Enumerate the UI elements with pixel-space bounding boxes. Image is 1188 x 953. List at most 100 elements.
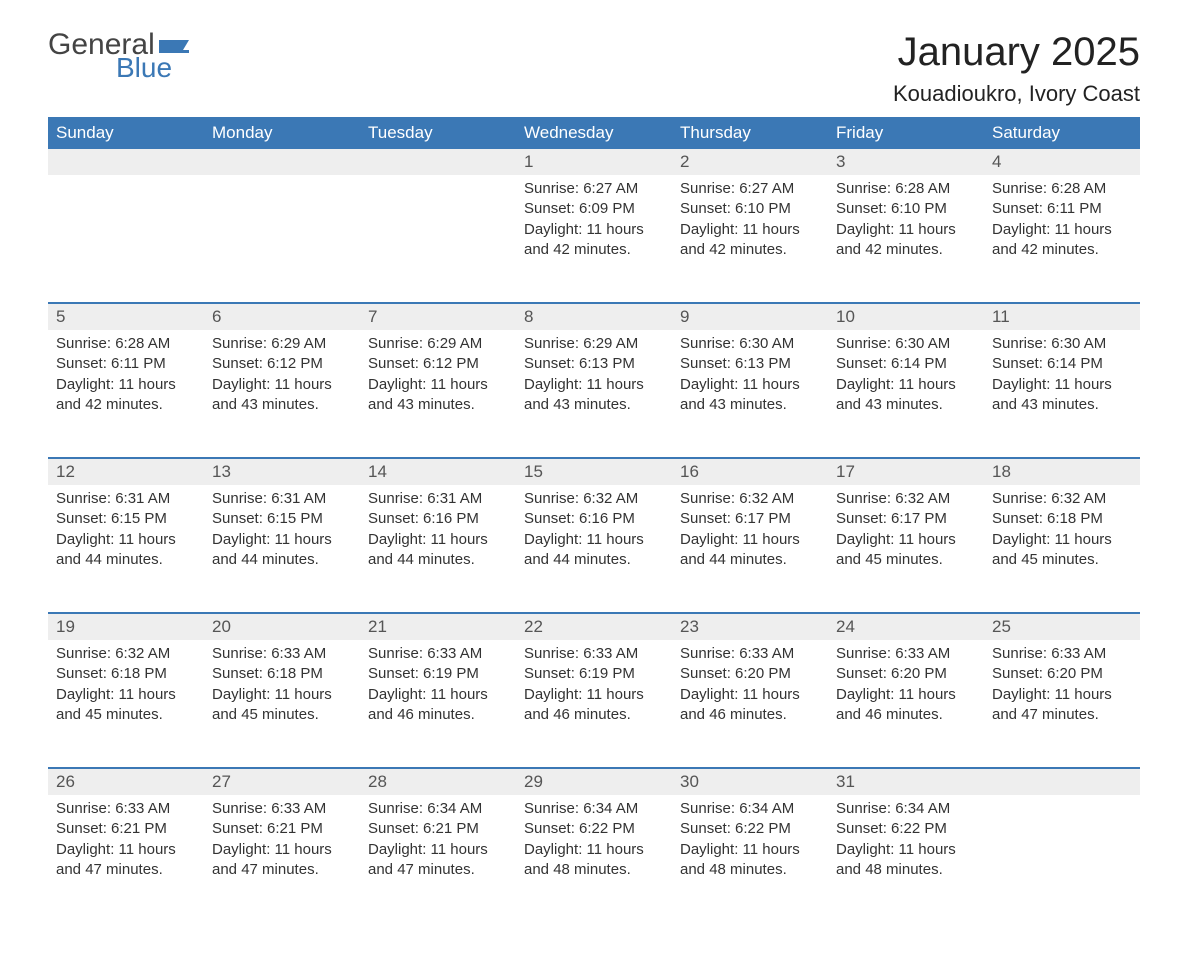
daylight-line: Daylight: 11 hours and 47 minutes. — [56, 840, 196, 881]
day-content-cell: Sunrise: 6:33 AMSunset: 6:19 PMDaylight:… — [516, 640, 672, 768]
day-content-cell: Sunrise: 6:34 AMSunset: 6:21 PMDaylight:… — [360, 795, 516, 923]
day-number-cell: 28 — [360, 768, 516, 795]
sunrise-line: Sunrise: 6:32 AM — [524, 489, 664, 509]
calendar-table: Sunday Monday Tuesday Wednesday Thursday… — [48, 117, 1140, 923]
day-content-row: Sunrise: 6:31 AMSunset: 6:15 PMDaylight:… — [48, 485, 1140, 613]
sunrise-line: Sunrise: 6:29 AM — [212, 334, 352, 354]
sunrise-line: Sunrise: 6:30 AM — [680, 334, 820, 354]
weekday-header: Saturday — [984, 117, 1140, 149]
sunset-line: Sunset: 6:18 PM — [992, 509, 1132, 529]
sunrise-line: Sunrise: 6:28 AM — [56, 334, 196, 354]
sunrise-line: Sunrise: 6:31 AM — [56, 489, 196, 509]
sunset-line: Sunset: 6:19 PM — [524, 664, 664, 684]
day-number-cell: 19 — [48, 613, 204, 640]
sunset-line: Sunset: 6:21 PM — [56, 819, 196, 839]
day-number-cell: 31 — [828, 768, 984, 795]
day-number-cell: 1 — [516, 149, 672, 175]
sunset-line: Sunset: 6:19 PM — [368, 664, 508, 684]
logo: General Blue — [48, 30, 189, 82]
day-number-cell — [204, 149, 360, 175]
daylight-line: Daylight: 11 hours and 42 minutes. — [680, 220, 820, 261]
sunrise-line: Sunrise: 6:28 AM — [992, 179, 1132, 199]
day-content-cell — [48, 175, 204, 303]
sunrise-line: Sunrise: 6:33 AM — [212, 644, 352, 664]
page-title: January 2025 — [893, 30, 1140, 75]
sunset-line: Sunset: 6:11 PM — [992, 199, 1132, 219]
daylight-line: Daylight: 11 hours and 48 minutes. — [524, 840, 664, 881]
sunset-line: Sunset: 6:20 PM — [992, 664, 1132, 684]
day-content-cell: Sunrise: 6:32 AMSunset: 6:18 PMDaylight:… — [984, 485, 1140, 613]
daylight-line: Daylight: 11 hours and 42 minutes. — [56, 375, 196, 416]
day-number-cell — [48, 149, 204, 175]
sunset-line: Sunset: 6:12 PM — [212, 354, 352, 374]
sunset-line: Sunset: 6:14 PM — [836, 354, 976, 374]
day-content-cell: Sunrise: 6:31 AMSunset: 6:15 PMDaylight:… — [204, 485, 360, 613]
sunrise-line: Sunrise: 6:27 AM — [524, 179, 664, 199]
sunset-line: Sunset: 6:09 PM — [524, 199, 664, 219]
day-number-cell: 13 — [204, 458, 360, 485]
day-number-cell: 26 — [48, 768, 204, 795]
day-number-row: 567891011 — [48, 303, 1140, 330]
daylight-line: Daylight: 11 hours and 43 minutes. — [680, 375, 820, 416]
day-number-cell: 11 — [984, 303, 1140, 330]
day-number-cell: 22 — [516, 613, 672, 640]
day-number-row: 1234 — [48, 149, 1140, 175]
sunrise-line: Sunrise: 6:27 AM — [680, 179, 820, 199]
day-number-cell: 14 — [360, 458, 516, 485]
daylight-line: Daylight: 11 hours and 45 minutes. — [212, 685, 352, 726]
day-content-cell: Sunrise: 6:33 AMSunset: 6:20 PMDaylight:… — [672, 640, 828, 768]
daylight-line: Daylight: 11 hours and 47 minutes. — [212, 840, 352, 881]
weekday-header: Monday — [204, 117, 360, 149]
daylight-line: Daylight: 11 hours and 46 minutes. — [524, 685, 664, 726]
day-content-cell: Sunrise: 6:27 AMSunset: 6:10 PMDaylight:… — [672, 175, 828, 303]
day-number-cell: 9 — [672, 303, 828, 330]
day-content-row: Sunrise: 6:27 AMSunset: 6:09 PMDaylight:… — [48, 175, 1140, 303]
day-content-cell: Sunrise: 6:28 AMSunset: 6:11 PMDaylight:… — [48, 330, 204, 458]
day-number-cell: 2 — [672, 149, 828, 175]
day-number-cell: 30 — [672, 768, 828, 795]
day-number-cell: 21 — [360, 613, 516, 640]
sunrise-line: Sunrise: 6:28 AM — [836, 179, 976, 199]
sunrise-line: Sunrise: 6:33 AM — [368, 644, 508, 664]
sunrise-line: Sunrise: 6:33 AM — [524, 644, 664, 664]
day-number-cell: 12 — [48, 458, 204, 485]
logo-text-blue: Blue — [116, 54, 189, 82]
day-number-cell: 27 — [204, 768, 360, 795]
sunset-line: Sunset: 6:13 PM — [524, 354, 664, 374]
day-number-cell: 3 — [828, 149, 984, 175]
sunset-line: Sunset: 6:14 PM — [992, 354, 1132, 374]
daylight-line: Daylight: 11 hours and 46 minutes. — [836, 685, 976, 726]
sunset-line: Sunset: 6:15 PM — [56, 509, 196, 529]
day-content-cell: Sunrise: 6:30 AMSunset: 6:14 PMDaylight:… — [828, 330, 984, 458]
day-content-cell: Sunrise: 6:28 AMSunset: 6:10 PMDaylight:… — [828, 175, 984, 303]
daylight-line: Daylight: 11 hours and 47 minutes. — [992, 685, 1132, 726]
day-content-cell: Sunrise: 6:32 AMSunset: 6:18 PMDaylight:… — [48, 640, 204, 768]
daylight-line: Daylight: 11 hours and 47 minutes. — [368, 840, 508, 881]
day-number-cell: 16 — [672, 458, 828, 485]
weekday-header: Wednesday — [516, 117, 672, 149]
day-content-cell: Sunrise: 6:29 AMSunset: 6:12 PMDaylight:… — [204, 330, 360, 458]
daylight-line: Daylight: 11 hours and 42 minutes. — [992, 220, 1132, 261]
sunset-line: Sunset: 6:18 PM — [212, 664, 352, 684]
sunrise-line: Sunrise: 6:30 AM — [836, 334, 976, 354]
day-number-cell: 20 — [204, 613, 360, 640]
header: General Blue January 2025 Kouadioukro, I… — [48, 30, 1140, 107]
daylight-line: Daylight: 11 hours and 42 minutes. — [524, 220, 664, 261]
day-content-row: Sunrise: 6:28 AMSunset: 6:11 PMDaylight:… — [48, 330, 1140, 458]
day-content-cell: Sunrise: 6:32 AMSunset: 6:17 PMDaylight:… — [828, 485, 984, 613]
daylight-line: Daylight: 11 hours and 44 minutes. — [56, 530, 196, 571]
sunset-line: Sunset: 6:17 PM — [836, 509, 976, 529]
sunrise-line: Sunrise: 6:33 AM — [992, 644, 1132, 664]
day-content-cell — [360, 175, 516, 303]
sunrise-line: Sunrise: 6:29 AM — [524, 334, 664, 354]
day-number-cell: 18 — [984, 458, 1140, 485]
weekday-header: Friday — [828, 117, 984, 149]
day-content-cell: Sunrise: 6:33 AMSunset: 6:21 PMDaylight:… — [204, 795, 360, 923]
daylight-line: Daylight: 11 hours and 45 minutes. — [992, 530, 1132, 571]
daylight-line: Daylight: 11 hours and 43 minutes. — [212, 375, 352, 416]
sunrise-line: Sunrise: 6:29 AM — [368, 334, 508, 354]
daylight-line: Daylight: 11 hours and 45 minutes. — [56, 685, 196, 726]
daylight-line: Daylight: 11 hours and 46 minutes. — [368, 685, 508, 726]
day-number-cell: 6 — [204, 303, 360, 330]
weekday-header: Sunday — [48, 117, 204, 149]
